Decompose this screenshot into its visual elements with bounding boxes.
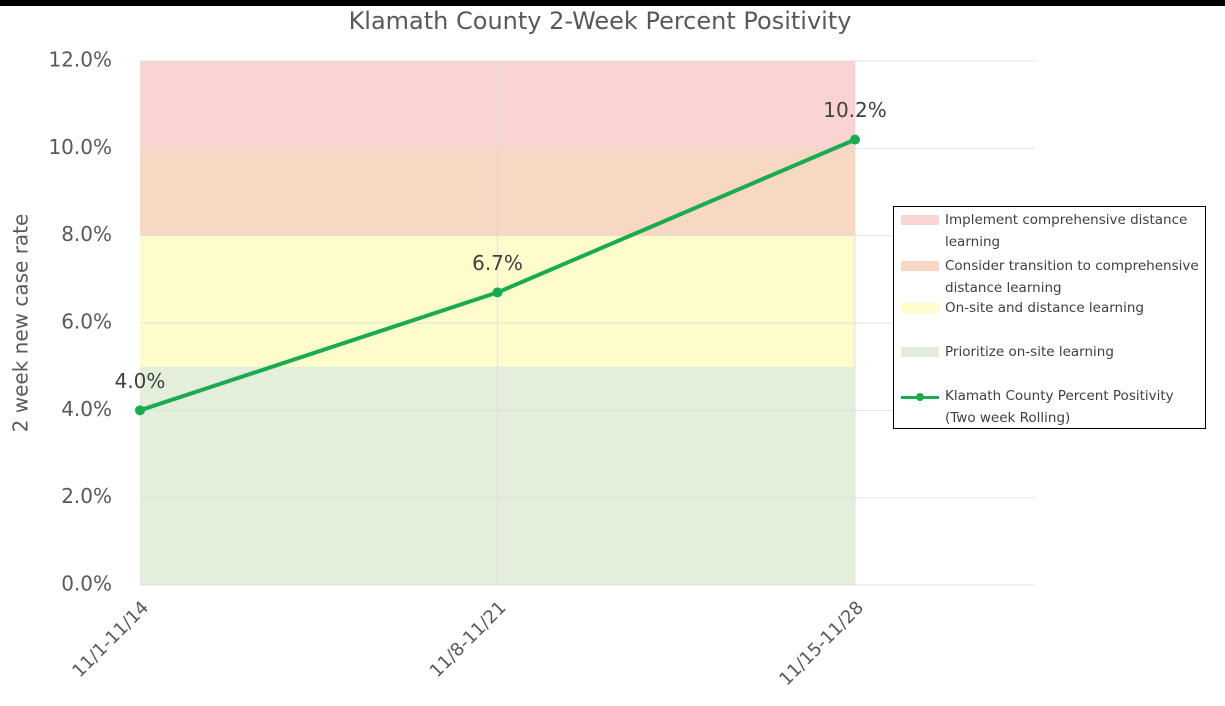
data-point — [135, 405, 145, 416]
legend-swatch — [901, 347, 939, 357]
grid — [140, 60, 1035, 586]
data-point — [492, 287, 503, 298]
top-bar — [0, 0, 1225, 6]
x-tick-label: 11/15-11/28 — [775, 597, 868, 690]
legend-label: Prioritize on-site learning — [945, 344, 1114, 360]
y-tick-label: 8.0% — [61, 222, 112, 246]
data-point — [850, 134, 860, 145]
y-axis-label: 2 week new case rate — [9, 214, 33, 433]
legend-label: Implement comprehensive distance learnin… — [945, 212, 1188, 250]
y-tick-label: 2.0% — [61, 484, 112, 508]
legend-marker — [916, 393, 924, 401]
legend-label: Consider transition to comprehensive dis… — [945, 258, 1199, 296]
legend-label: Klamath County Percent Positivity (Two w… — [945, 388, 1174, 426]
legend-swatch — [901, 261, 939, 271]
x-tick-label: 11/8-11/21 — [426, 597, 511, 682]
data-label: 4.0% — [115, 369, 166, 393]
y-tick-label: 0.0% — [61, 572, 112, 596]
x-tick-label: 11/1-11/14 — [68, 597, 153, 682]
data-label: 6.7% — [472, 251, 523, 275]
y-tick-label: 10.0% — [48, 135, 112, 159]
y-tick-label: 12.0% — [48, 48, 112, 72]
y-tick-label: 4.0% — [61, 397, 112, 421]
legend-swatch — [901, 303, 939, 313]
legend-label: On-site and distance learning — [945, 300, 1144, 316]
legend-swatch — [901, 393, 939, 401]
legend: Implement comprehensive distance learnin… — [893, 206, 1206, 429]
chart-title: Klamath County 2-Week Percent Positivity — [349, 7, 852, 35]
data-label: 10.2% — [823, 98, 887, 122]
legend-swatch — [901, 215, 939, 225]
y-tick-label: 6.0% — [61, 310, 112, 334]
